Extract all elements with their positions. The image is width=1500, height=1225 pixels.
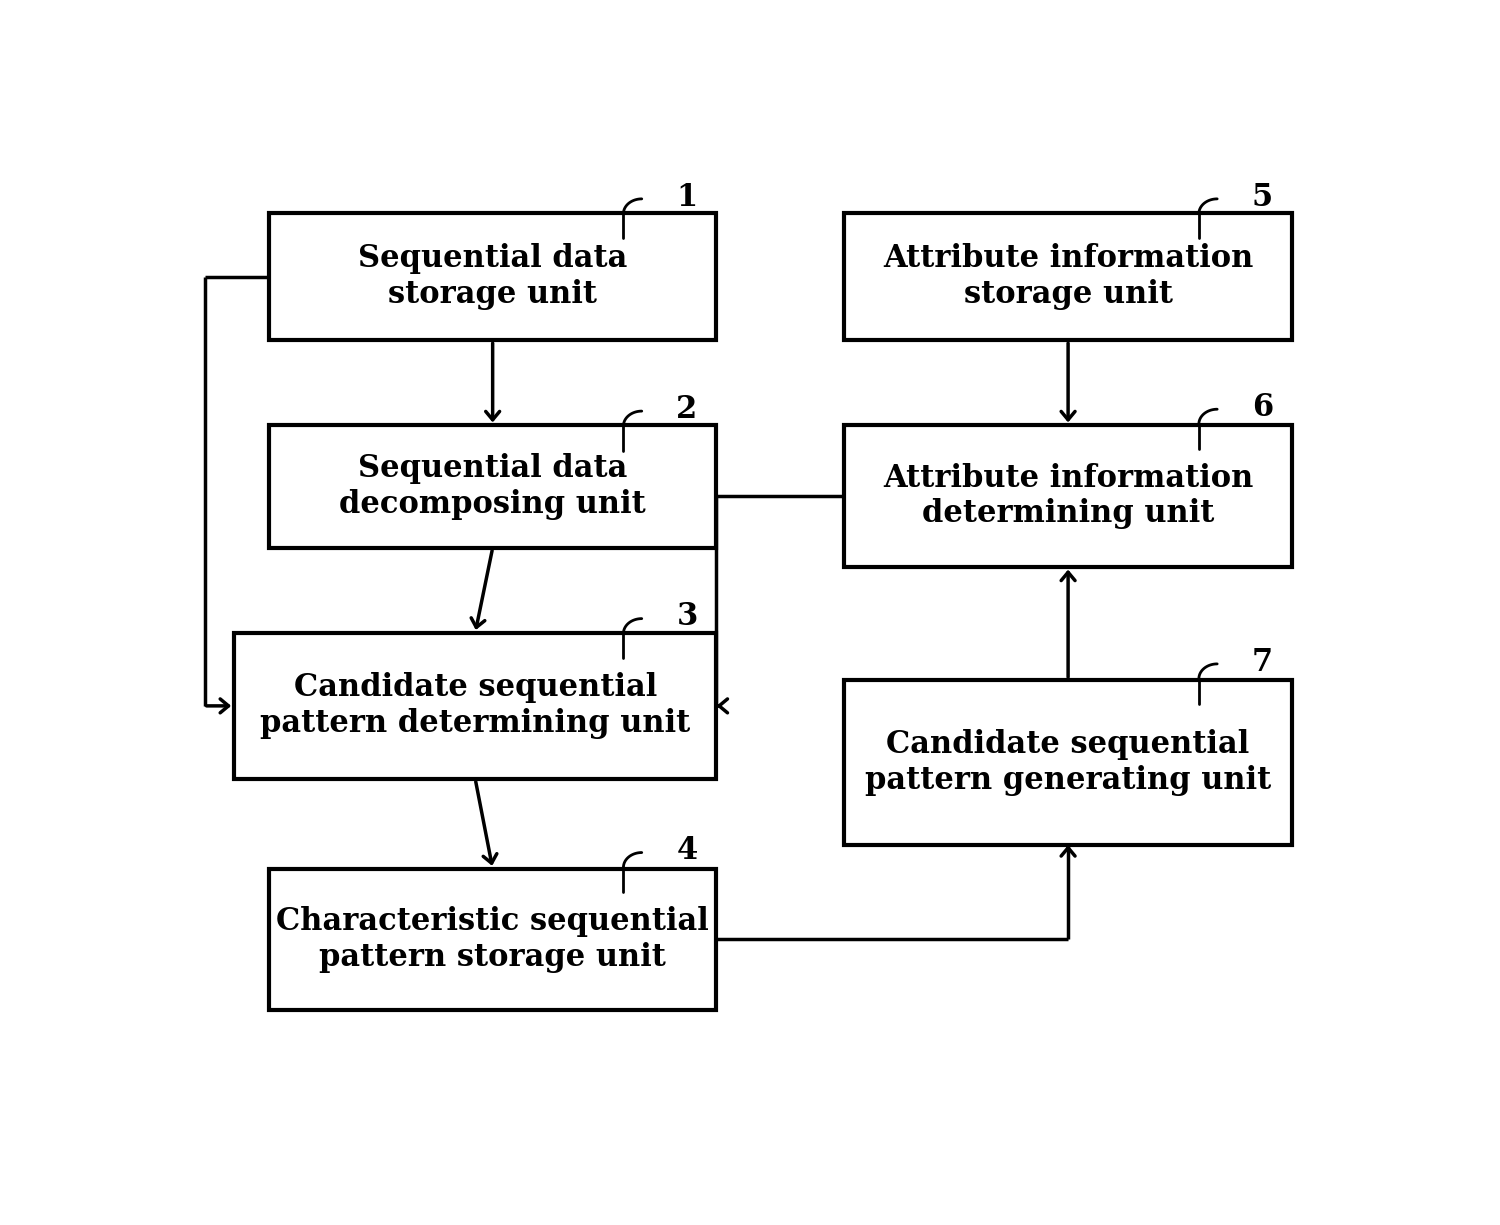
Text: Attribute information
storage unit: Attribute information storage unit bbox=[884, 244, 1254, 310]
Text: Attribute information
determining unit: Attribute information determining unit bbox=[884, 463, 1254, 529]
Text: 7: 7 bbox=[1252, 647, 1274, 677]
Bar bbox=[268, 425, 717, 548]
Bar bbox=[234, 633, 717, 779]
Bar bbox=[268, 869, 717, 1011]
Bar bbox=[268, 213, 717, 341]
Text: 3: 3 bbox=[676, 601, 698, 632]
Text: 6: 6 bbox=[1252, 392, 1274, 423]
Text: Sequential data
storage unit: Sequential data storage unit bbox=[358, 244, 627, 310]
Bar bbox=[844, 425, 1292, 567]
Text: 2: 2 bbox=[676, 394, 698, 425]
Bar bbox=[844, 680, 1292, 845]
Text: 5: 5 bbox=[1252, 181, 1274, 213]
Text: Sequential data
decomposing unit: Sequential data decomposing unit bbox=[339, 453, 646, 519]
Text: Candidate sequential
pattern determining unit: Candidate sequential pattern determining… bbox=[260, 673, 690, 739]
Text: 1: 1 bbox=[676, 181, 698, 213]
Text: Characteristic sequential
pattern storage unit: Characteristic sequential pattern storag… bbox=[276, 906, 710, 973]
Bar bbox=[844, 213, 1292, 341]
Text: 4: 4 bbox=[676, 835, 698, 866]
Text: Candidate sequential
pattern generating unit: Candidate sequential pattern generating … bbox=[865, 729, 1270, 796]
